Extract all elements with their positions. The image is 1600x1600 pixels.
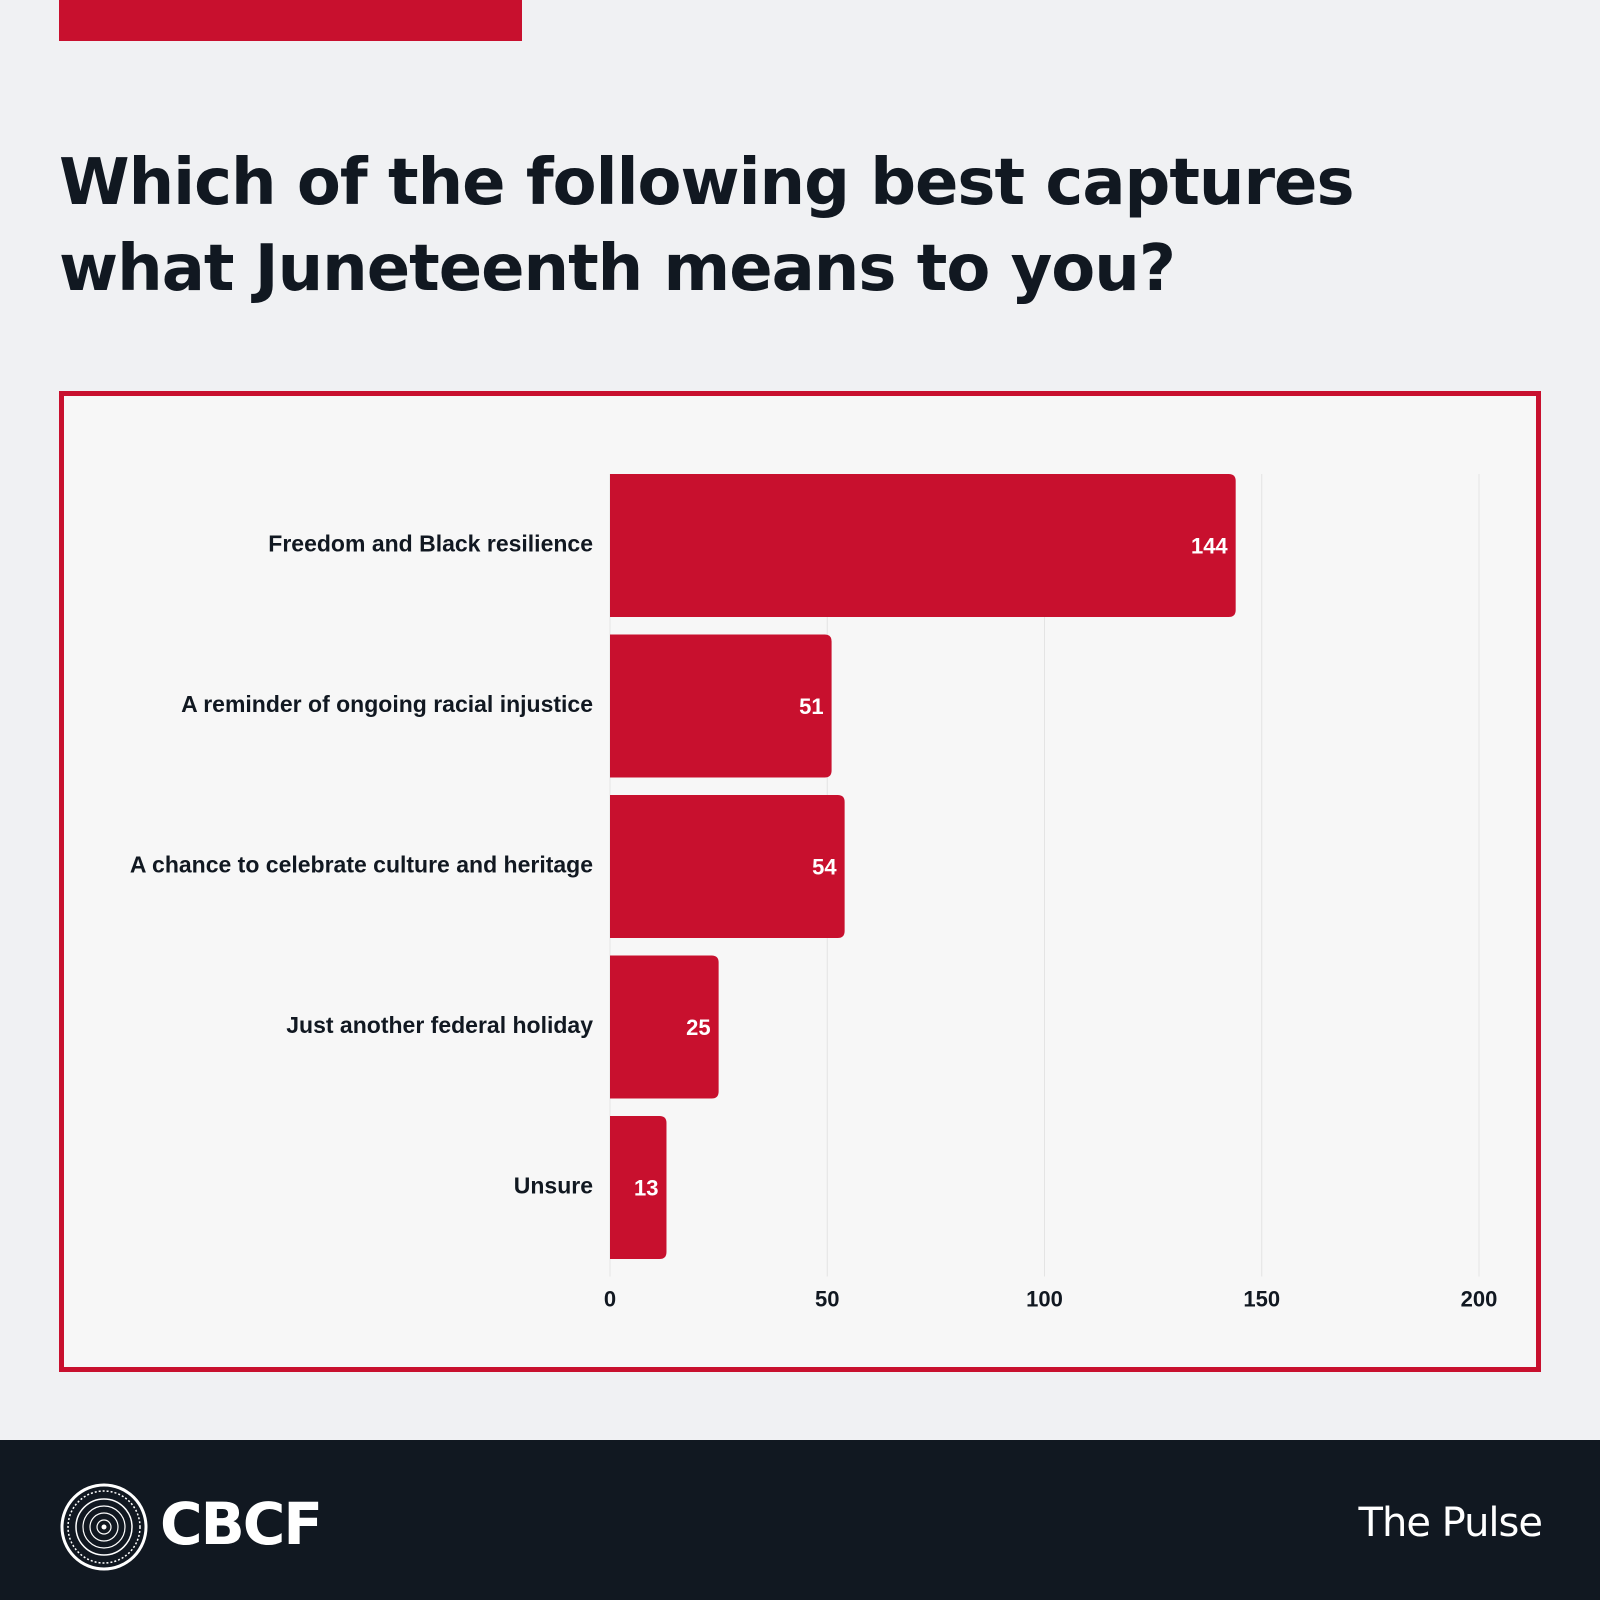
category-label: Unsure [514,1173,593,1199]
bar [610,1116,667,1259]
bar-value-label: 13 [634,1176,658,1201]
x-tick-label: 100 [1026,1287,1063,1312]
bar-value-label: 25 [686,1015,710,1040]
x-axis-ticks: 0 50 100 150 200 [604,1287,1497,1312]
bars: 144 Freedom and Black resilience 51 A remin… [130,474,1236,1259]
x-tick-label: 50 [815,1287,839,1312]
category-label: Just another federal holiday [286,1012,593,1038]
x-tick-label: 200 [1461,1287,1498,1312]
category-label: Freedom and Black resilience [268,531,593,557]
bar-chart: 144 Freedom and Black resilience 51 A remin… [130,474,1497,1312]
series-name: The Pulse [1358,1500,1543,1546]
brand-name: CBCF [160,1490,323,1558]
category-label: A reminder of ongoing racial injustice [181,691,593,717]
bar [610,955,719,1099]
bar [610,474,1236,617]
category-label: A chance to celebrate culture and herita… [130,852,593,878]
bar [610,634,832,778]
bar-value-label: 144 [1191,534,1228,559]
cbcf-seal-icon [60,1483,148,1571]
bar [610,795,845,938]
bar-value-label: 54 [812,855,837,880]
x-tick-label: 0 [604,1287,616,1312]
top-accent-bar [59,0,522,41]
bar-value-label: 51 [799,694,823,719]
x-tick-label: 150 [1243,1287,1280,1312]
page-title: Which of the following best captures wha… [59,146,1355,306]
footer: CBCF The Pulse [0,1440,1600,1600]
chart-frame: 144 Freedom and Black resilience 51 A remin… [59,391,1541,1372]
